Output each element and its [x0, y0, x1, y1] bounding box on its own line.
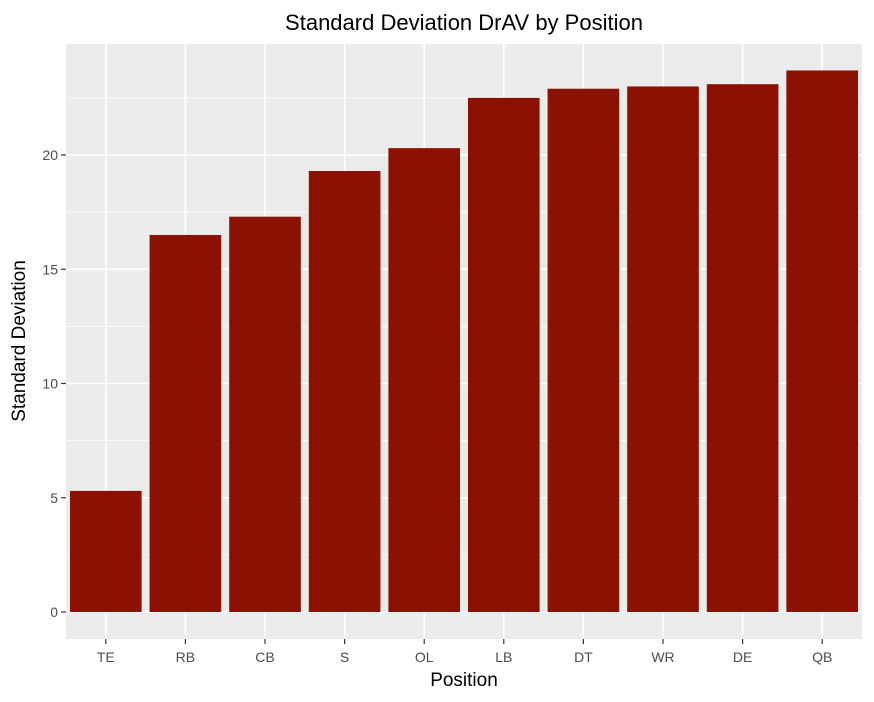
x-tick-label-dt: DT: [574, 649, 593, 665]
y-axis-ticks: 0 5 10 15 20: [42, 147, 66, 620]
bar-te: [69, 490, 142, 612]
bar-s: [308, 170, 381, 612]
chart-title: Standard Deviation DrAV by Position: [285, 10, 643, 35]
y-tick-label: 5: [50, 490, 58, 506]
bar-qb: [786, 70, 859, 612]
x-tick-label-qb: QB: [812, 649, 832, 665]
y-tick-label: 20: [42, 147, 58, 163]
x-tick-label-rb: RB: [176, 649, 195, 665]
x-tick-label-ol: OL: [415, 649, 434, 665]
bar-rb: [149, 234, 222, 612]
y-tick-label: 10: [42, 376, 58, 392]
x-tick-label-s: S: [340, 649, 349, 665]
bars: [69, 70, 859, 613]
x-tick-label-te: TE: [97, 649, 115, 665]
bar-dt: [547, 88, 620, 613]
x-axis-title: Position: [430, 670, 498, 691]
x-tick-label-cb: CB: [255, 649, 274, 665]
bar-ol: [388, 148, 461, 612]
y-tick-label: 0: [50, 604, 58, 620]
bar-de: [706, 84, 779, 613]
y-axis-title: Standard Deviation: [9, 260, 30, 422]
bar-cb: [229, 216, 301, 612]
bar-wr: [627, 86, 699, 612]
x-tick-label-lb: LB: [495, 649, 512, 665]
x-tick-label-wr: WR: [651, 649, 674, 665]
x-tick-label-de: DE: [733, 649, 752, 665]
y-tick-label: 15: [42, 261, 58, 277]
x-axis-ticks: TE RB CB S OL LB DT WR DE QB: [97, 639, 832, 665]
bar-lb: [467, 97, 540, 612]
